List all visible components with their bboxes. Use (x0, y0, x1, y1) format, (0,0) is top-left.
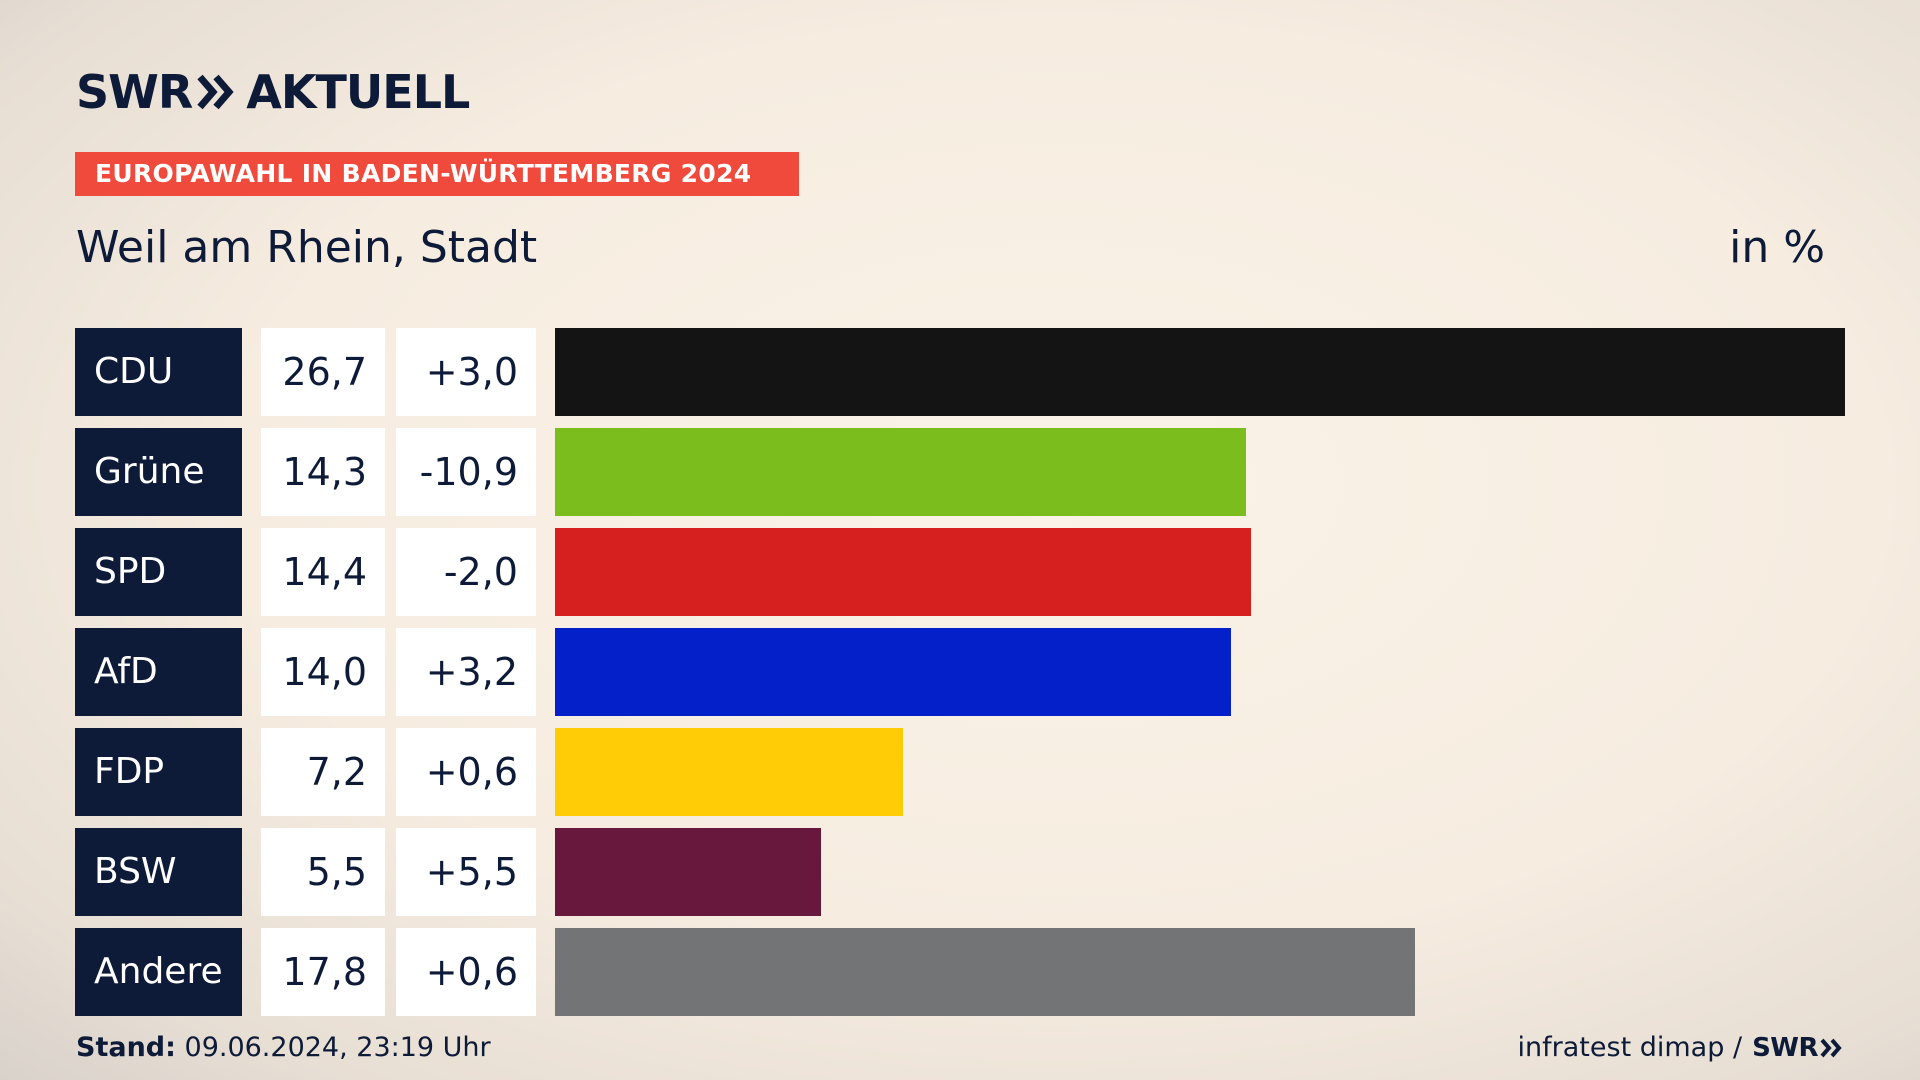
unit-label: in % (1729, 222, 1825, 273)
party-label: Andere (75, 928, 242, 1016)
source-text: infratest dimap / (1517, 1032, 1743, 1063)
source-credit: infratest dimap / SWR (1518, 1030, 1844, 1066)
party-label: FDP (75, 728, 242, 816)
region-title: Weil am Rhein, Stadt (76, 222, 538, 273)
result-row: CDU 26,7 +3,0 (0, 328, 1920, 416)
diff-value: +3,2 (396, 628, 536, 716)
share-value: 5,5 (261, 828, 385, 916)
result-row: FDP 7,2 +0,6 (0, 728, 1920, 816)
logo-text-aktuell: AKTUELL (246, 65, 470, 119)
diff-value: -2,0 (396, 528, 536, 616)
party-label: BSW (75, 828, 242, 916)
share-value: 14,0 (261, 628, 385, 716)
share-value: 14,4 (261, 528, 385, 616)
result-bar (555, 828, 821, 916)
election-banner: EUROPAWAHL IN BADEN-WÜRTTEMBERG 2024 (75, 152, 799, 196)
party-label: CDU (75, 328, 242, 416)
party-label: Grüne (75, 428, 242, 516)
diff-value: +0,6 (396, 928, 536, 1016)
diff-value: -10,9 (396, 428, 536, 516)
diff-value: +0,6 (396, 728, 536, 816)
share-value: 26,7 (261, 328, 385, 416)
party-label: SPD (75, 528, 242, 616)
share-value: 7,2 (261, 728, 385, 816)
result-bar (555, 628, 1231, 716)
party-label: AfD (75, 628, 242, 716)
result-row: Grüne 14,3 -10,9 (0, 428, 1920, 516)
result-row: BSW 5,5 +5,5 (0, 828, 1920, 916)
footer-swr-logo: SWR (1752, 1033, 1818, 1063)
double-chevron-icon (197, 74, 234, 110)
stand-value: 09.06.2024, 23:19 Uhr (184, 1032, 491, 1063)
logo-text-swr: SWR (76, 65, 193, 119)
diff-value: +5,5 (396, 828, 536, 916)
result-row: Andere 17,8 +0,6 (0, 928, 1920, 1016)
result-bar (555, 428, 1246, 516)
footer-double-chevron-icon (1820, 1038, 1842, 1058)
share-value: 17,8 (261, 928, 385, 1016)
result-bar (555, 728, 903, 816)
result-row: SPD 14,4 -2,0 (0, 528, 1920, 616)
swr-aktuell-logo: SWR AKTUELL (76, 65, 470, 119)
result-bar (555, 328, 1845, 416)
result-bar (555, 928, 1415, 1016)
diff-value: +3,0 (396, 328, 536, 416)
timestamp: Stand: 09.06.2024, 23:19 Uhr (76, 1030, 491, 1066)
result-row: AfD 14,0 +3,2 (0, 628, 1920, 716)
result-bar (555, 528, 1251, 616)
stand-label: Stand: (76, 1032, 176, 1063)
share-value: 14,3 (261, 428, 385, 516)
